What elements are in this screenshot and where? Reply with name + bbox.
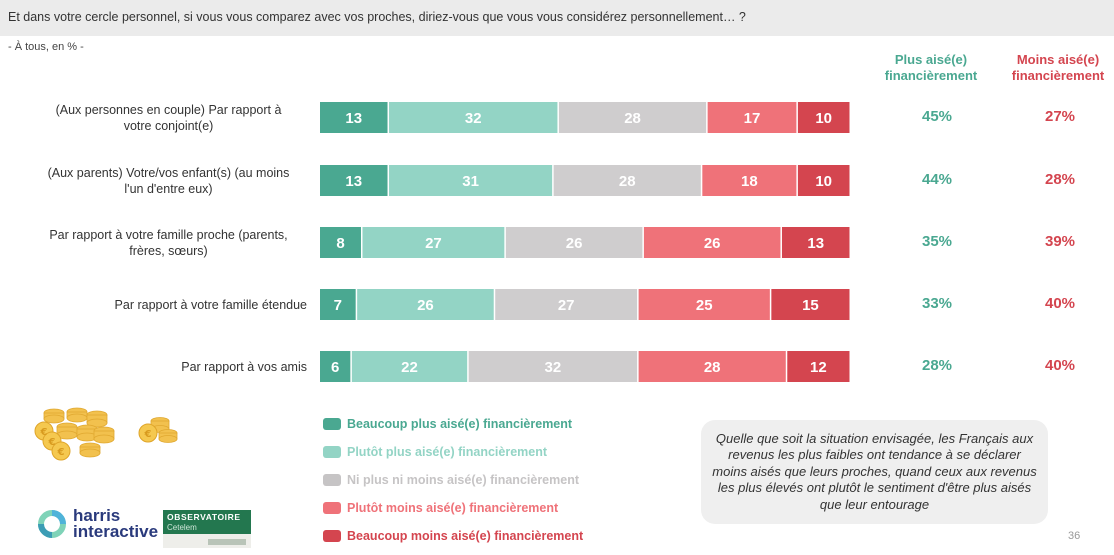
harris-interactive-logo: harris interactive <box>37 506 159 541</box>
bar-segment <box>362 227 505 258</box>
bar-segment <box>558 102 707 133</box>
row-label-line: l'un d'entre eux) <box>124 182 213 196</box>
legend-label: Ni plus ni moins aisé(e) financièrement <box>347 473 580 487</box>
euro-coins-small-icon: € <box>138 417 178 443</box>
bnp-paribas-mark <box>208 539 246 545</box>
row-label-line: frères, sœurs) <box>129 244 208 258</box>
obs-title: OBSERVATOIRE <box>167 512 241 522</box>
plus-aise-total: 28% <box>921 357 953 374</box>
callout-text: Quelle que soit la situation envisagée, … <box>712 430 1037 512</box>
bar-segment <box>638 289 770 320</box>
harris-word: harris <box>73 506 121 525</box>
bar-segment <box>495 289 638 320</box>
bar-segment <box>320 351 351 382</box>
bar-segment <box>797 102 850 133</box>
bar-segment <box>389 102 558 133</box>
row-label-line: votre conjoint(e) <box>123 119 214 133</box>
bar-row: 7 26 27 25 15 <box>320 289 850 320</box>
insight-callout: Quelle que soit la situation envisagée, … <box>701 420 1048 524</box>
legend-swatch <box>323 418 341 430</box>
bar-segment <box>351 351 468 382</box>
row-label-line: (Aux parents) Votre/vos enfant(s) (au mo… <box>47 166 290 180</box>
bar-segment <box>771 289 850 320</box>
legend-label: Plutôt plus aisé(e) financièrement <box>347 445 548 459</box>
legend-item: Beaucoup moins aisé(e) financièrement <box>323 528 583 544</box>
svg-text:€: € <box>57 447 65 458</box>
observatoire-cetelem-logo: OBSERVATOIRE Cetelem <box>163 510 251 548</box>
row-label-line: Par rapport à votre famille étendue <box>114 298 307 312</box>
moins-aise-header: Moins aisé(e) financièrement <box>1011 52 1105 83</box>
legend-swatch <box>323 474 341 486</box>
row-label-amis: Par rapport à vos amis <box>30 359 307 375</box>
legend-swatch <box>323 502 341 514</box>
harris-wordmark: harris interactive <box>73 506 159 541</box>
row-label-line: Par rapport à votre famille proche (pare… <box>49 228 288 242</box>
row-label-line: Par rapport à vos amis <box>181 360 307 374</box>
moins-aise-total: 28% <box>1044 171 1076 188</box>
bar-segment <box>797 165 850 196</box>
svg-text:€: € <box>48 437 56 448</box>
legend-label: Beaucoup plus aisé(e) financièrement <box>347 417 573 431</box>
bar-row: 13 31 28 18 10 <box>320 165 850 196</box>
bar-segment <box>468 351 638 382</box>
base-note: - À tous, en % - <box>8 41 84 53</box>
question-banner: Et dans votre cercle personnel, si vous … <box>0 0 1114 36</box>
bar-segment <box>505 227 643 258</box>
legend-item: Plutôt moins aisé(e) financièrement <box>323 500 558 516</box>
legend-item: Plutôt plus aisé(e) financièrement <box>323 444 547 460</box>
row-label-famille-etendue: Par rapport à votre famille étendue <box>30 297 307 313</box>
moins-aise-total: 40% <box>1044 295 1076 312</box>
moins-aise-total: 27% <box>1044 108 1076 125</box>
bar-segment <box>781 227 850 258</box>
row-label-line: (Aux personnes en couple) Par rapport à <box>55 103 282 117</box>
legend-swatch <box>323 530 341 542</box>
bar-segment <box>320 165 388 196</box>
bar-segment <box>357 289 494 320</box>
bar-row: 13 32 28 17 10 <box>320 102 850 133</box>
legend-label: Beaucoup moins aisé(e) financièrement <box>347 529 584 543</box>
bar-segment <box>707 102 797 133</box>
page-number: 36 <box>1068 530 1081 542</box>
plus-aise-header: Plus aisé(e) financièrement <box>884 52 978 83</box>
bar-segment <box>320 289 356 320</box>
bar-row: 8 27 26 26 13 <box>320 227 850 258</box>
row-label-conjoint: (Aux personnes en couple) Par rapport à … <box>30 102 307 134</box>
plus-aise-total: 44% <box>921 171 953 188</box>
interactive-word: interactive <box>73 522 159 541</box>
legend-swatch <box>323 446 341 458</box>
bar-segment <box>643 227 781 258</box>
row-label-enfants: (Aux parents) Votre/vos enfant(s) (au mo… <box>30 165 307 197</box>
svg-text:€: € <box>40 427 48 438</box>
plus-aise-total: 45% <box>921 108 953 125</box>
bar-segment <box>320 227 361 258</box>
legend-label: Plutôt moins aisé(e) financièrement <box>347 501 559 515</box>
euro-coins-pile-icon: €€€ <box>34 407 115 461</box>
legend-item: Beaucoup plus aisé(e) financièrement <box>323 416 572 432</box>
obs-subtitle: Cetelem <box>167 523 197 532</box>
plus-aise-total: 35% <box>921 233 953 250</box>
bar-segment <box>320 102 388 133</box>
svg-text:€: € <box>144 429 152 440</box>
legend-item: Ni plus ni moins aisé(e) financièrement <box>323 472 579 488</box>
row-label-famille-proche: Par rapport à votre famille proche (pare… <box>30 227 307 259</box>
bar-segment <box>553 165 701 196</box>
question-text: Et dans votre cercle personnel, si vous … <box>8 10 746 24</box>
bar-segment <box>702 165 797 196</box>
bar-row: 6 22 32 28 12 <box>320 351 850 382</box>
moins-aise-total: 39% <box>1044 233 1076 250</box>
moins-aise-total: 40% <box>1044 357 1076 374</box>
plus-aise-total: 33% <box>921 295 953 312</box>
harris-ring-icon <box>38 510 66 538</box>
bar-segment <box>787 351 850 382</box>
bar-segment <box>389 165 553 196</box>
bar-segment <box>638 351 786 382</box>
